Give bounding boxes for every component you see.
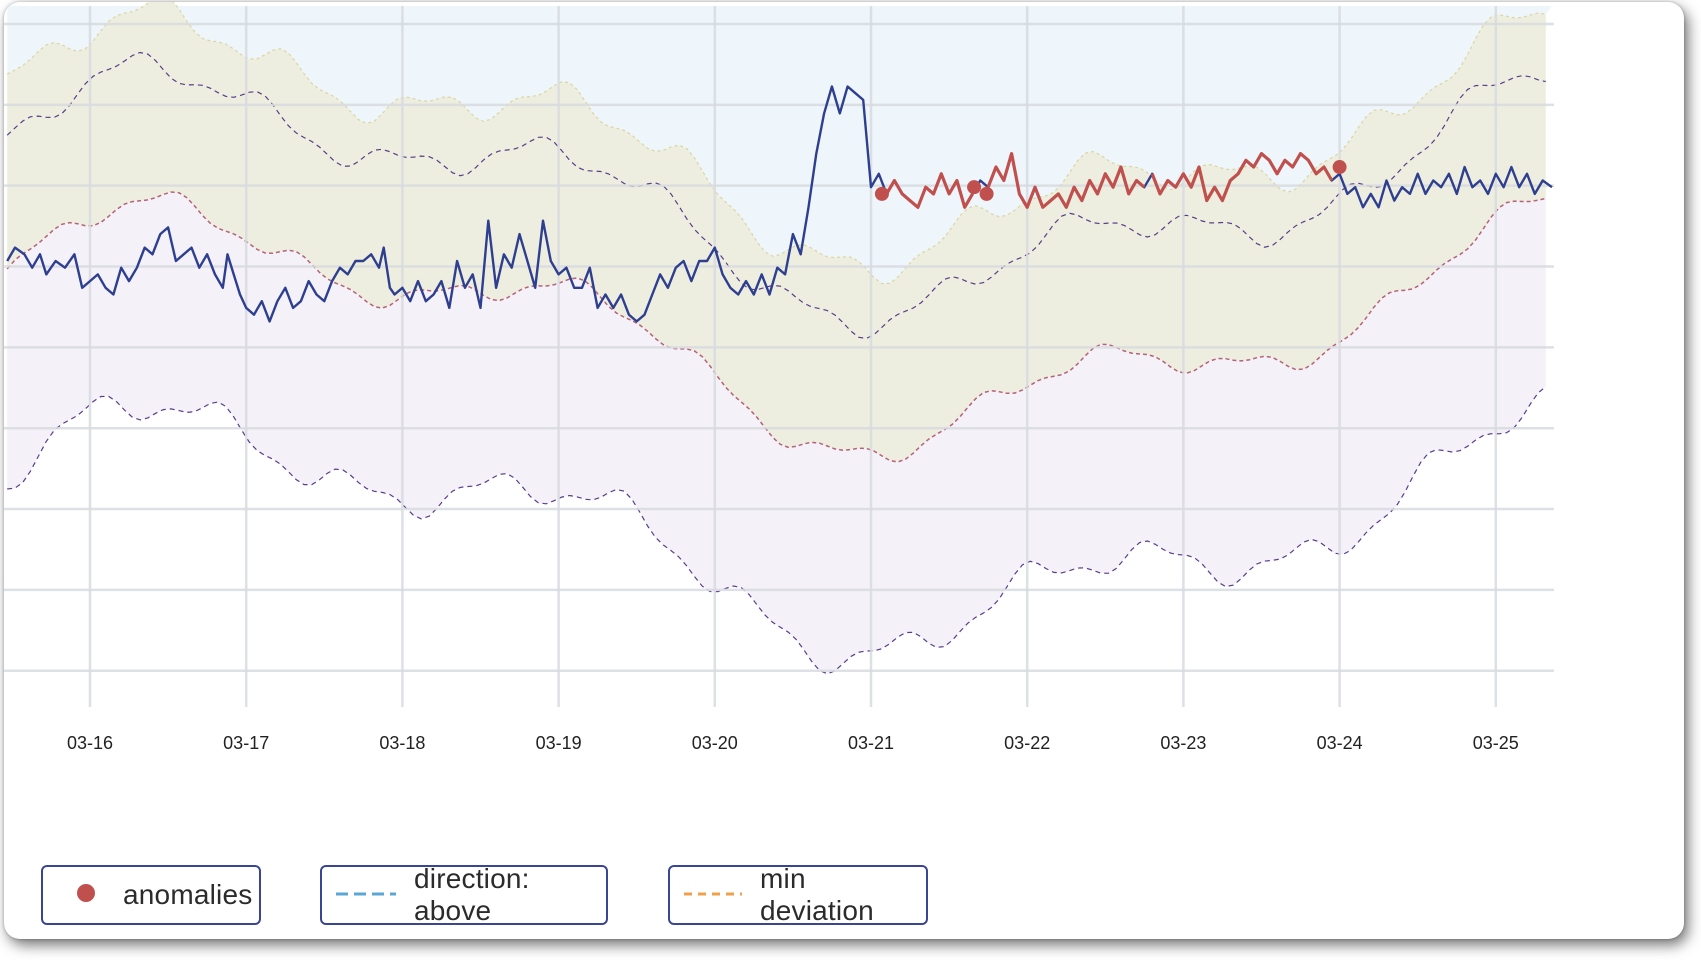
legend-label: direction: above [414,863,530,926]
x-axis: 03-16 03-17 03-18 03-19 03-20 03-21 03-22 03-23… [67,733,1519,753]
anomaly-segment [986,152,1146,209]
dashed-line-icon [336,886,396,904]
x-tick-label: 03-24 [1317,733,1363,753]
legend-item-direction[interactable]: direction: above [320,863,608,926]
x-tick-label: 03-21 [848,733,894,753]
baseline-edge [6,191,1546,463]
anomaly-segment [885,172,974,209]
x-tick-label: 03-18 [379,733,425,753]
x-tick-label: 03-16 [67,733,113,753]
chart-card: 03-16 03-17 03-18 03-19 03-20 03-21 03-22 03-23… [4,2,1684,939]
anomaly-dot-icon [75,882,97,909]
anomaly-point [979,186,994,201]
background-layer [7,2,1552,284]
x-tick-label: 03-17 [223,733,269,753]
x-tick-label: 03-22 [1004,733,1050,753]
lower-deviation-band [7,192,1546,674]
anomaly-segment [1150,152,1334,203]
anomaly-point [874,186,889,201]
dashed-line-icon [684,886,742,904]
series-layer [6,85,1553,323]
legend-label: anomalies [123,879,253,910]
legend-label: min deviation [760,863,874,926]
x-tick-label: 03-20 [692,733,738,753]
lower-band-edge [7,386,1547,675]
upper-band-edge [6,2,1546,285]
anomaly-chart: 03-16 03-17 03-18 03-19 03-20 03-21 03-22 03-23… [4,2,1554,753]
anomaly-point [1332,160,1347,175]
anomaly-point [967,180,982,195]
x-tick-label: 03-23 [1160,733,1206,753]
legend-item-min-deviation[interactable]: min deviation [668,863,928,926]
legend-item-anomalies[interactable]: anomalies [41,865,261,925]
grid-layer [4,6,1554,707]
x-tick-label: 03-25 [1473,733,1519,753]
direction-region [7,2,1552,284]
upper-inner-edge [6,51,1546,340]
x-tick-label: 03-19 [536,733,582,753]
